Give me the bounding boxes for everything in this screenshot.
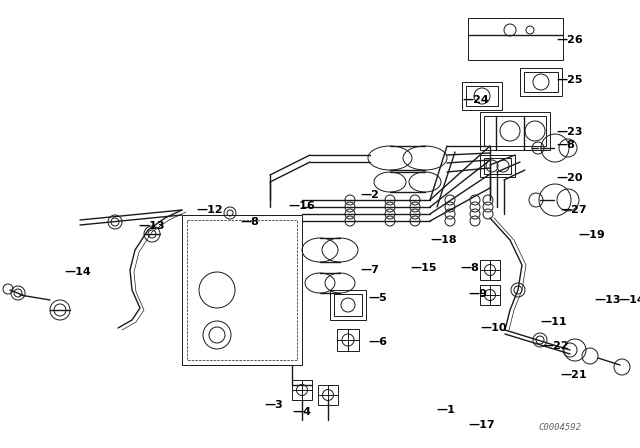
Bar <box>318 385 338 405</box>
Bar <box>466 86 498 106</box>
Bar <box>462 82 502 110</box>
Bar <box>187 220 297 360</box>
Text: —17: —17 <box>468 420 495 430</box>
Bar <box>524 72 558 92</box>
Text: —8: —8 <box>460 263 479 273</box>
Text: —19: —19 <box>578 230 605 240</box>
Bar <box>292 380 312 400</box>
Text: —21: —21 <box>560 370 587 380</box>
Bar <box>484 158 511 174</box>
Text: C0004592: C0004592 <box>538 423 582 432</box>
Text: —2: —2 <box>360 190 379 200</box>
Text: —16: —16 <box>288 201 315 211</box>
Text: —15: —15 <box>410 263 436 273</box>
Bar <box>468 18 563 60</box>
Text: —22: —22 <box>542 341 568 351</box>
Bar <box>480 285 500 305</box>
Text: —14: —14 <box>64 267 91 277</box>
Text: —13: —13 <box>594 295 621 305</box>
Text: —14: —14 <box>618 295 640 305</box>
Text: —26: —26 <box>556 35 583 45</box>
Bar <box>330 290 366 320</box>
Text: —24: —24 <box>462 95 489 105</box>
Text: —12: —12 <box>196 205 223 215</box>
Text: —7: —7 <box>360 265 379 275</box>
Text: —8: —8 <box>556 140 575 150</box>
Text: —8: —8 <box>240 217 259 227</box>
Text: —1: —1 <box>436 405 455 415</box>
Text: —10: —10 <box>480 323 506 333</box>
Text: —11: —11 <box>540 317 566 327</box>
Bar <box>484 116 546 146</box>
Bar <box>480 155 515 177</box>
Bar <box>480 260 500 280</box>
Bar <box>480 112 550 150</box>
Text: —23: —23 <box>556 127 582 137</box>
Bar <box>337 329 359 351</box>
Text: —9: —9 <box>468 289 487 299</box>
Text: —5: —5 <box>368 293 387 303</box>
Text: —25: —25 <box>556 75 582 85</box>
Bar <box>182 215 302 365</box>
Bar <box>334 294 362 316</box>
Text: —3: —3 <box>264 400 283 410</box>
Text: —27: —27 <box>560 205 587 215</box>
Text: —6: —6 <box>368 337 387 347</box>
Bar <box>520 68 562 96</box>
Text: —18: —18 <box>430 235 456 245</box>
Text: —4: —4 <box>292 407 311 417</box>
Text: —20: —20 <box>556 173 582 183</box>
Text: —13: —13 <box>138 221 164 231</box>
